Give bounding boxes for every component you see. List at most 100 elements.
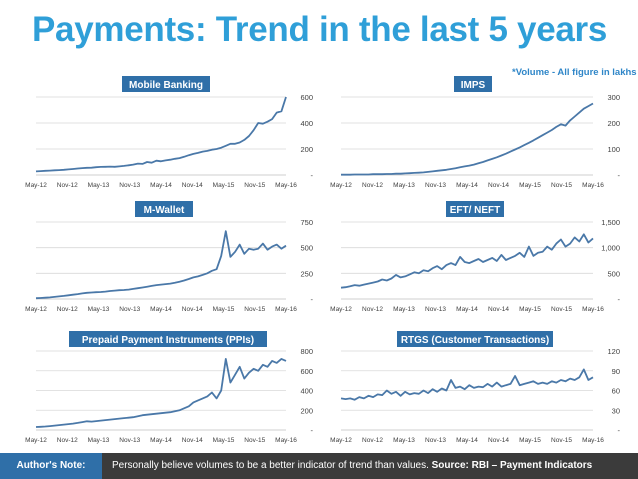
y-tick-label: 120 (607, 347, 620, 356)
x-tick-label: May-14 (456, 306, 478, 313)
chart-title-bg (446, 201, 504, 217)
series-line (340, 368, 594, 401)
author-note-body: Personally believe volumes to be a bette… (112, 460, 429, 471)
x-tick-label: May-14 (456, 437, 478, 444)
y-tick-label: 300 (607, 93, 620, 102)
page-title: Payments: Trend in the last 5 years (32, 10, 608, 49)
x-tick-label: May-13 (393, 306, 415, 313)
x-tick-label: Nov-13 (119, 306, 140, 313)
x-tick-label: May-14 (150, 437, 172, 444)
x-tick-label: May-12 (25, 182, 47, 189)
chart-title-bg (454, 76, 492, 92)
y-tick-label: 400 (300, 387, 313, 396)
x-tick-label: May-14 (456, 182, 478, 189)
x-tick-label: May-12 (330, 437, 352, 444)
y-tick-label: 800 (300, 347, 313, 356)
x-tick-label: Nov-12 (362, 182, 383, 189)
y-tick-label: - (618, 295, 621, 304)
chart-title-bg (397, 331, 553, 347)
series-line (341, 102, 594, 176)
chart-panel-1: Mobile Banking - 200 400 600 May-12 Nov-12 May-… (25, 76, 314, 189)
units-note: *Volume - All figure in lakhs (512, 67, 637, 78)
x-tick-label: May-15 (519, 182, 541, 189)
x-tick-label: May-16 (582, 437, 604, 444)
x-tick-label: May-16 (275, 306, 297, 313)
x-tick-label: May-13 (88, 182, 110, 189)
chart-title-bg (69, 331, 267, 347)
x-tick-label: Nov-13 (425, 182, 446, 189)
x-tick-label: May-12 (25, 306, 47, 313)
chart-title: RTGS (Customer Transactions) (401, 335, 549, 346)
x-tick-label: May-13 (393, 437, 415, 444)
chart-title-bg (135, 201, 193, 217)
y-tick-label: 90 (612, 367, 620, 376)
y-tick-label: - (618, 426, 621, 435)
chart-panel-5: Prepaid Payment Instruments (PPIs) - 200 40… (25, 331, 314, 444)
x-tick-label: Nov-14 (488, 306, 509, 313)
series-line (35, 357, 287, 428)
x-tick-label: Nov-15 (244, 437, 265, 444)
y-tick-label: 1,000 (601, 244, 620, 253)
x-tick-label: May-14 (150, 306, 172, 313)
x-tick-label: May-13 (393, 182, 415, 189)
chart-title: EFT/ NEFT (450, 205, 501, 216)
y-tick-label: 200 (607, 119, 620, 128)
x-tick-label: Nov-14 (182, 306, 203, 313)
x-tick-label: Nov-13 (119, 182, 140, 189)
x-tick-label: May-14 (150, 182, 172, 189)
x-tick-label: May-15 (213, 437, 235, 444)
x-tick-label: Nov-13 (119, 437, 140, 444)
source-credit: Source: RBI – Payment Indicators (431, 460, 593, 471)
chart-panel-3: M-Wallet - 250 500 750 May-12 Nov-12 May-13 Nov-… (25, 201, 314, 313)
series-line (35, 96, 287, 173)
chart-title: Prepaid Payment Instruments (PPIs) (82, 335, 254, 346)
series-line (35, 230, 287, 300)
y-tick-label: 200 (300, 406, 313, 415)
x-tick-label: Nov-15 (551, 437, 572, 444)
x-tick-label: Nov-13 (425, 306, 446, 313)
x-tick-label: May-15 (519, 437, 541, 444)
x-tick-label: Nov-14 (182, 437, 203, 444)
chart-panel-4: EFT/ NEFT - 500 1,000 1,500 May-12 Nov-12 May-1… (330, 201, 621, 313)
x-tick-label: May-15 (519, 306, 541, 313)
chart-panel-6: RTGS (Customer Transactions) - 30 60 90 120 Ma… (330, 331, 621, 444)
chart-panel-2: IMPS - 100 200 300 May-12 Nov-12 May-13 Nov-13 Ma… (330, 76, 621, 189)
y-tick-label: 500 (300, 244, 313, 253)
x-tick-label: May-16 (275, 182, 297, 189)
y-tick-label: - (311, 295, 314, 304)
x-tick-label: May-16 (582, 182, 604, 189)
y-tick-label: - (311, 171, 314, 180)
y-tick-label: 60 (612, 387, 620, 396)
x-tick-label: May-13 (88, 437, 110, 444)
x-tick-label: May-16 (582, 306, 604, 313)
x-tick-label: Nov-14 (488, 437, 509, 444)
y-tick-label: 200 (300, 145, 313, 154)
y-tick-label: 750 (300, 218, 313, 227)
x-tick-label: Nov-14 (488, 182, 509, 189)
chart-title-bg (122, 76, 210, 92)
author-note-text: Personally believe volumes to be a bette… (112, 453, 592, 479)
chart-title: Mobile Banking (129, 80, 203, 91)
x-tick-label: Nov-12 (57, 437, 78, 444)
y-tick-label: 1,500 (601, 218, 620, 227)
x-tick-label: May-12 (330, 306, 352, 313)
x-tick-label: Nov-13 (425, 437, 446, 444)
x-tick-label: May-15 (213, 306, 235, 313)
y-tick-label: 400 (300, 119, 313, 128)
y-tick-label: - (311, 426, 314, 435)
chart-title: IMPS (461, 80, 486, 91)
x-tick-label: May-12 (25, 437, 47, 444)
x-tick-label: Nov-15 (244, 182, 265, 189)
y-tick-label: 100 (607, 145, 620, 154)
x-tick-label: May-15 (213, 182, 235, 189)
x-tick-label: Nov-15 (551, 182, 572, 189)
y-tick-label: 30 (612, 406, 620, 415)
x-tick-label: Nov-15 (551, 306, 572, 313)
x-tick-label: Nov-15 (244, 306, 265, 313)
chart-title: M-Wallet (144, 205, 185, 216)
y-tick-label: 600 (300, 93, 313, 102)
y-tick-label: 600 (300, 367, 313, 376)
x-tick-label: May-16 (275, 437, 297, 444)
x-tick-label: Nov-12 (362, 306, 383, 313)
